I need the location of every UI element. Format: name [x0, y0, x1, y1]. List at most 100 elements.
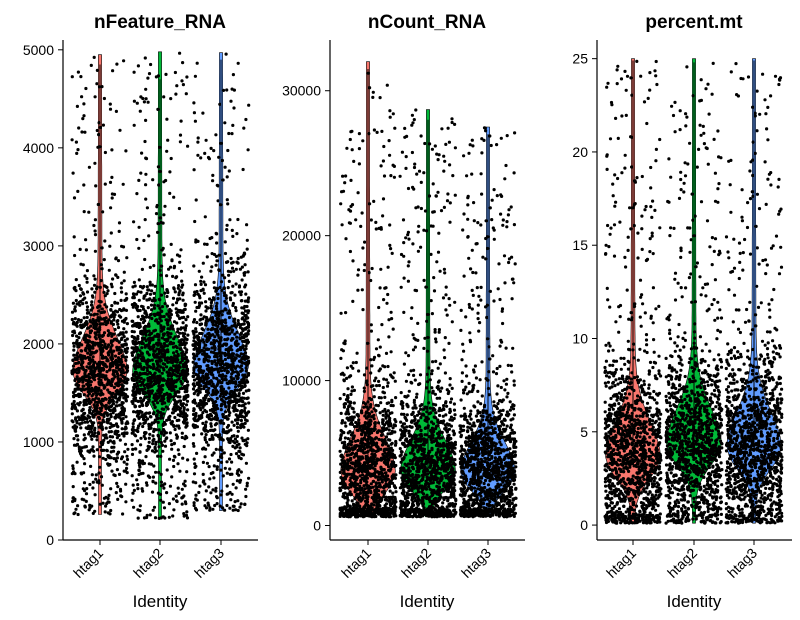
data-point [177, 418, 181, 422]
data-point [79, 318, 83, 322]
data-point [348, 401, 352, 405]
data-point [203, 215, 207, 219]
data-point [76, 512, 80, 517]
data-point [371, 90, 375, 94]
data-point [82, 210, 86, 214]
data-point [78, 422, 82, 426]
data-point [156, 222, 160, 226]
data-point [181, 293, 185, 297]
data-point [379, 267, 383, 271]
data-point [173, 70, 177, 75]
data-point [247, 476, 251, 480]
data-point [167, 515, 171, 519]
data-point [92, 274, 96, 278]
data-point [113, 416, 117, 420]
data-point [247, 361, 251, 365]
data-point [225, 471, 229, 475]
data-point [342, 405, 346, 409]
data-point [245, 484, 249, 488]
data-point [165, 294, 169, 299]
data-point [174, 276, 178, 280]
data-point [205, 242, 209, 246]
data-point [131, 447, 135, 451]
data-point [140, 372, 145, 376]
data-point [233, 342, 237, 346]
data-point [147, 329, 151, 333]
data-point [204, 309, 208, 313]
data-point [165, 379, 169, 383]
data-point [137, 298, 141, 302]
data-point [201, 411, 205, 415]
data-point [212, 376, 216, 380]
data-point [210, 435, 214, 439]
data-point [245, 444, 249, 448]
data-point [233, 403, 237, 408]
data-point [123, 376, 127, 380]
data-point [228, 467, 232, 471]
data-point [240, 422, 244, 426]
data-point [231, 363, 235, 367]
data-point [344, 237, 348, 241]
data-point [224, 260, 229, 264]
data-point [351, 366, 355, 370]
data-point [244, 461, 248, 465]
data-point [178, 133, 183, 137]
data-point [141, 417, 146, 421]
data-point [376, 338, 380, 342]
data-point [70, 419, 74, 423]
data-point [150, 490, 155, 494]
data-point [153, 445, 157, 449]
data-point [114, 337, 118, 341]
data-point [186, 408, 190, 412]
data-point [182, 511, 186, 516]
data-point [198, 323, 202, 327]
data-point [159, 376, 163, 381]
data-point [115, 319, 119, 324]
data-point [198, 349, 202, 353]
data-point [136, 409, 140, 413]
data-point [214, 489, 218, 493]
data-point [363, 414, 367, 418]
data-point [351, 448, 355, 452]
data-point [130, 319, 134, 323]
data-point [134, 345, 138, 349]
data-point [207, 417, 212, 421]
data-point [93, 431, 97, 435]
data-point [243, 357, 247, 361]
data-point [379, 401, 383, 405]
data-point [216, 296, 220, 301]
data-point [219, 408, 223, 412]
data-point [92, 351, 96, 355]
data-point [369, 358, 373, 362]
data-point [100, 350, 104, 354]
data-point [377, 379, 381, 383]
data-point [195, 289, 199, 294]
data-point [182, 315, 186, 319]
data-point [101, 392, 105, 396]
data-point [348, 209, 353, 213]
data-point [194, 497, 198, 501]
data-point [229, 298, 233, 302]
data-point [360, 438, 364, 442]
data-point [144, 418, 148, 423]
data-point [369, 371, 373, 375]
data-point [118, 487, 123, 491]
data-point [362, 389, 366, 393]
data-point [215, 465, 219, 469]
data-point [85, 280, 89, 284]
data-point [173, 335, 177, 339]
data-point [91, 295, 95, 299]
data-point [186, 315, 190, 319]
data-point [117, 221, 122, 225]
data-point [150, 358, 154, 362]
data-point [106, 388, 110, 392]
data-point [203, 151, 207, 155]
data-point [154, 75, 158, 79]
data-point [157, 183, 161, 187]
data-point [156, 401, 160, 405]
data-point [168, 170, 172, 174]
data-point [236, 217, 240, 222]
data-point [110, 469, 114, 473]
data-point [117, 363, 121, 367]
data-point [182, 409, 186, 413]
